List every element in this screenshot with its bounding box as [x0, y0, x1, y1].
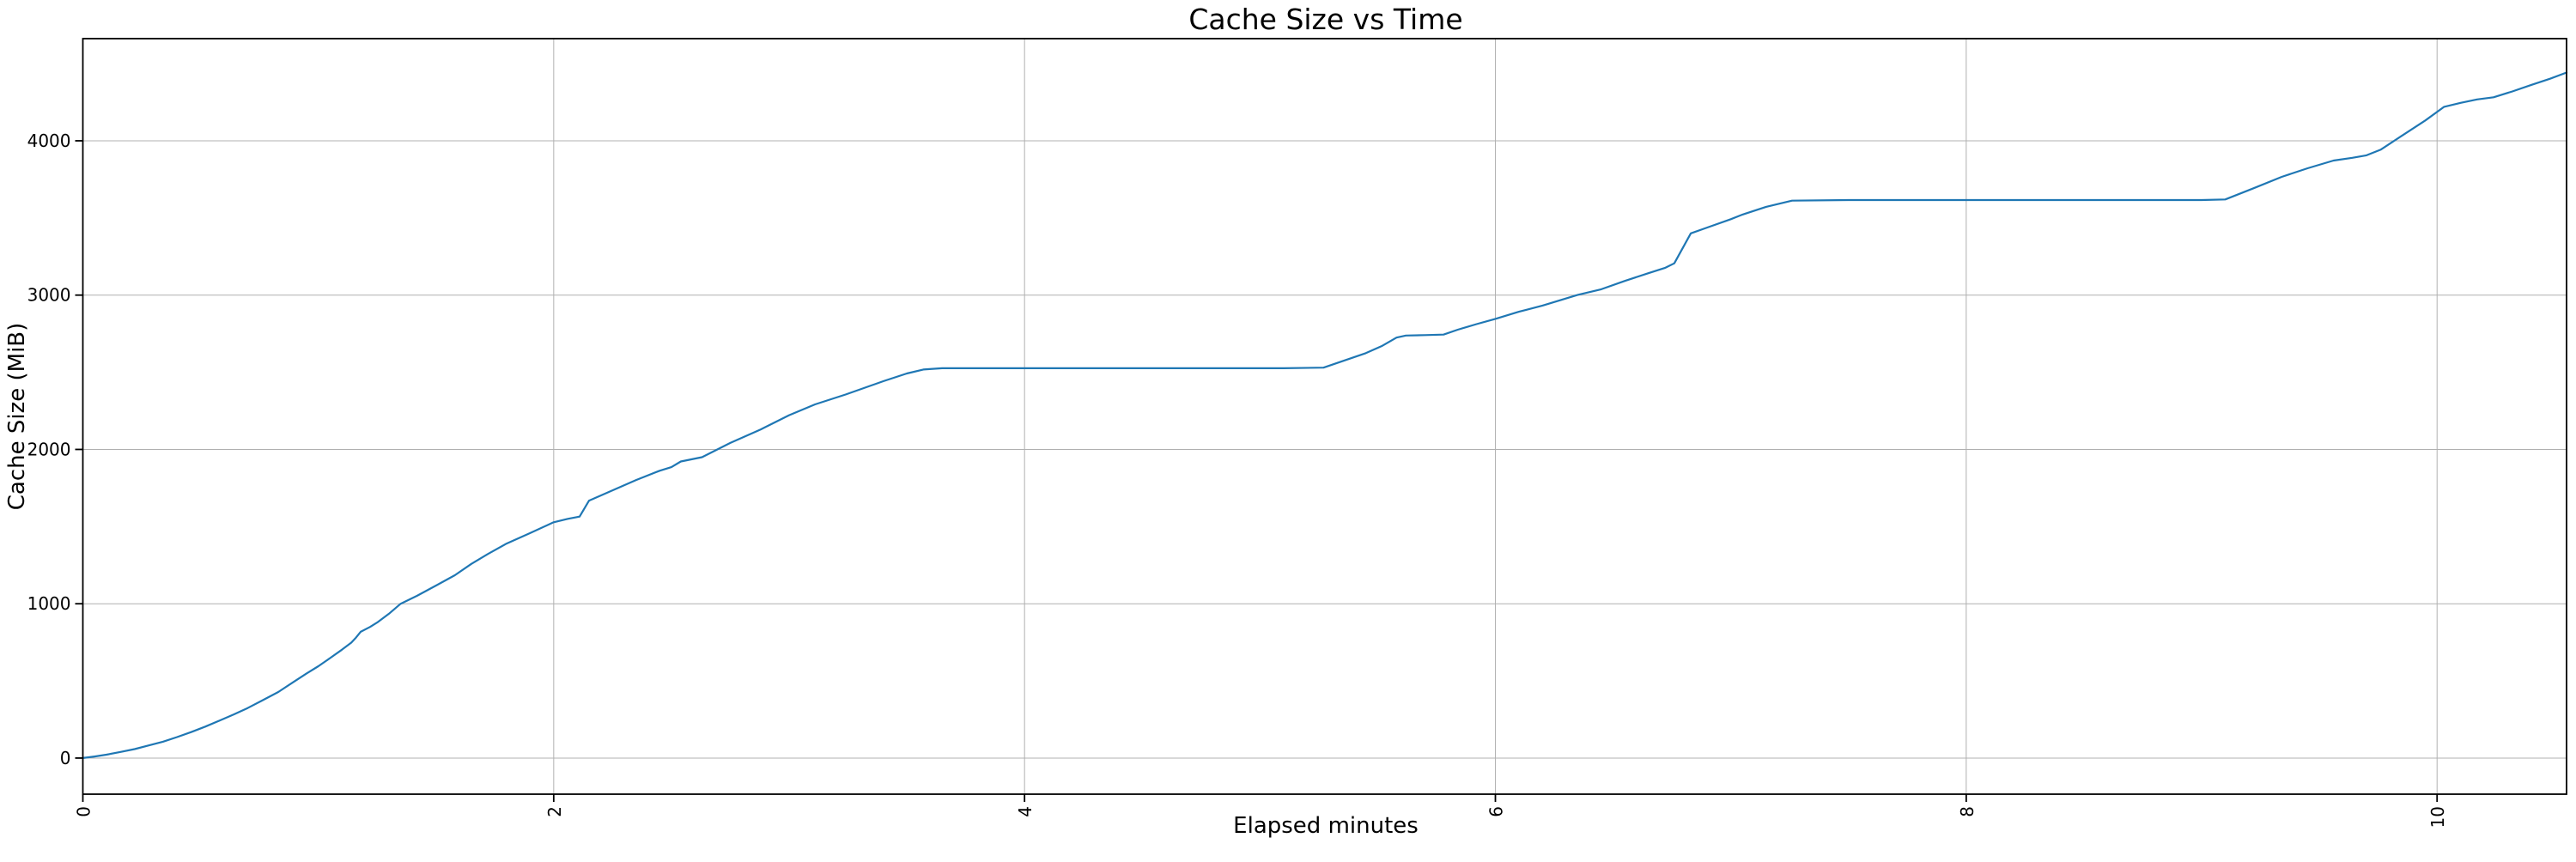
- y-tick-label: 1000: [27, 593, 71, 614]
- y-tick-label: 0: [60, 748, 71, 768]
- series-line: [82, 71, 2568, 759]
- x-tick-label: 4: [1015, 806, 1036, 817]
- x-tick-label: 0: [74, 806, 94, 817]
- x-axis-label: Elapsed minutes: [1233, 813, 1419, 839]
- y-tick-label: 3000: [27, 285, 71, 306]
- tick-marks-and-labels: 0 2 4 6 8 10 0 1000 2000 3000 4000: [27, 131, 2449, 828]
- x-tick-label: 6: [1486, 806, 1507, 817]
- y-tick-label: 4000: [27, 131, 71, 151]
- gridlines: [82, 39, 2567, 794]
- y-axis-label: Cache Size (MiB): [4, 323, 30, 511]
- axes-spines: [82, 38, 2567, 795]
- series-path-cache-size-mib: [82, 71, 2568, 759]
- x-tick-label: 8: [1957, 806, 1978, 817]
- x-tick-label: 2: [544, 806, 565, 817]
- y-tick-label: 2000: [27, 439, 71, 459]
- plot-border: [82, 38, 2567, 795]
- x-tick-label: 10: [2427, 806, 2448, 828]
- chart-title: Cache Size vs Time: [1188, 3, 1462, 36]
